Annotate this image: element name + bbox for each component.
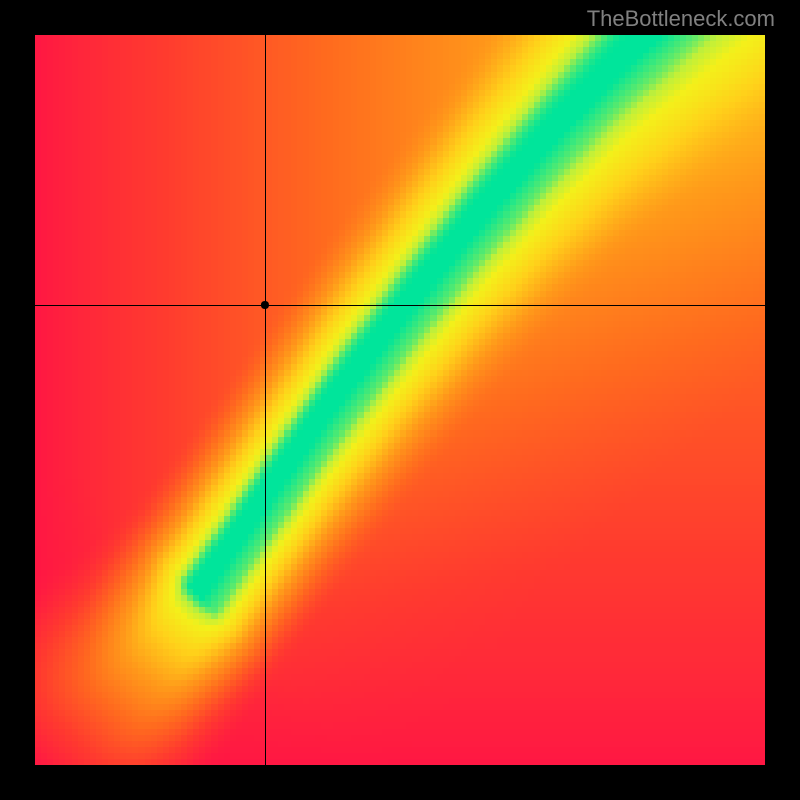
bottleneck-heatmap [35,35,765,765]
watermark: TheBottleneck.com [587,6,775,32]
